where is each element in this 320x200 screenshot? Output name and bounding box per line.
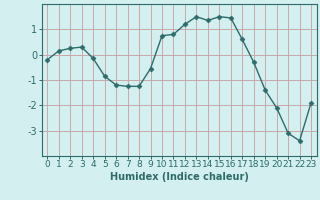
X-axis label: Humidex (Indice chaleur): Humidex (Indice chaleur): [110, 172, 249, 182]
